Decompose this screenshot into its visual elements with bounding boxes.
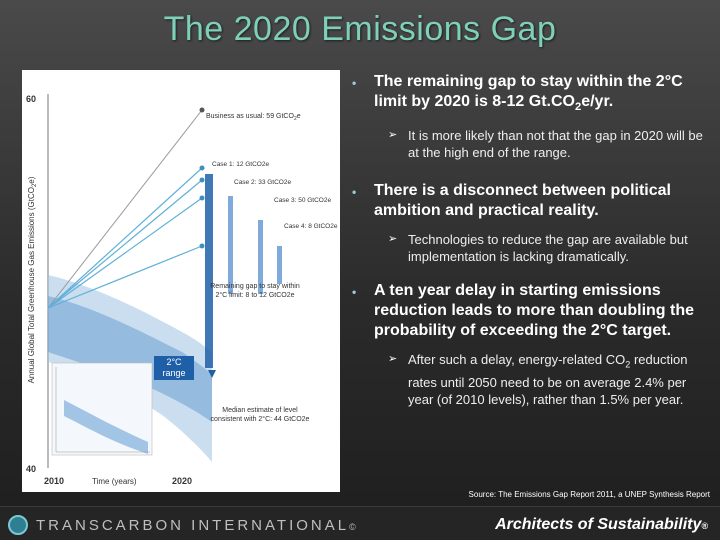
bullet-1-text: The remaining gap to stay within the 2°C… (374, 73, 683, 114)
median-label-box: Median estimate of level consistent with… (210, 407, 310, 423)
bullet-2-text: There is a disconnect between political … (374, 182, 671, 220)
case1-end-point (199, 165, 205, 171)
case1-line (47, 167, 203, 309)
sub-bullet-1: ➢ It is more likely than not that the ga… (352, 127, 714, 161)
y-tick-bottom: 40 (26, 464, 36, 474)
emissions-gap-chart: Annual Global Total Greenhouse Gas Emiss… (22, 70, 340, 492)
gap-label-box: Remaining gap to stay within 2°C limit: … (210, 283, 300, 299)
case4-label: Case 4: 8 GtCO2e (284, 223, 338, 230)
bullet-3: • A ten year delay in starting emissions… (352, 281, 714, 341)
x-axis-label: Time (years) (92, 477, 137, 486)
median-label: Median estimate of level consistent with… (210, 407, 310, 423)
case3-end-point (199, 195, 205, 201)
sub-bullet-3: ➢ After such a delay, energy-related CO2… (352, 351, 714, 408)
range-bar (205, 174, 213, 368)
range-label: 2°C range (154, 356, 194, 380)
case3-label: Case 3: 50 GtCO2e (274, 197, 331, 204)
bullet-dot-icon: • (352, 185, 357, 200)
case2-line (47, 179, 203, 309)
range-label-box: 2°C range (154, 356, 194, 380)
company-name: TRANSCARBON INTERNATIONAL© (36, 517, 359, 534)
slide-title: The 2020 Emissions Gap (163, 10, 557, 48)
case3-gap-bar (228, 196, 233, 294)
case2-label: Case 2: 33 GtCO2e (234, 179, 291, 186)
case4-end-point (199, 243, 205, 249)
arrow-bullet-icon: ➢ (388, 129, 398, 142)
sub-bullet-3-text: After such a delay, energy-related CO2 r… (408, 352, 688, 407)
bullet-list: • The remaining gap to stay within the 2… (352, 72, 714, 408)
footer-bar: TRANSCARBON INTERNATIONAL© Architects of… (0, 506, 720, 540)
case2-end-point (199, 177, 205, 183)
range-band-inner (48, 296, 212, 422)
tagline: Architects of Sustainability® (495, 516, 708, 533)
remaining-gap-bar (277, 246, 282, 284)
bau-label: Business as usual: 59 GtCO2e (206, 113, 301, 122)
bau-end-point (199, 107, 205, 113)
inset-band (64, 400, 148, 454)
y-axis-label: Annual Global Total Greenhouse Gas Emiss… (27, 176, 38, 383)
gap-label: Remaining gap to stay within 2°C limit: … (210, 283, 300, 299)
range-arrow-head (208, 370, 216, 378)
x-tick-start: 2010 (44, 476, 64, 486)
sub-bullet-2-text: Technologies to reduce the gap are avail… (408, 232, 688, 265)
case1-label: Case 1: 12 GtCO2e (212, 161, 269, 168)
x-tick-end: 2020 (172, 476, 192, 486)
bullet-3-text: A ten year delay in starting emissions r… (374, 282, 695, 340)
sub-bullet-2: ➢ Technologies to reduce the gap are ava… (352, 231, 714, 265)
bullet-dot-icon: • (352, 76, 357, 90)
sub-bullet-1-text: It is more likely than not that the gap … (408, 128, 703, 161)
source-note: Source: The Emissions Gap Report 2011, a… (468, 490, 710, 499)
case4-gap-bar (258, 220, 263, 294)
case3-label-text: Case 3: 50 GtCO2e (274, 197, 331, 204)
bullet-2: • There is a disconnect between politica… (352, 181, 714, 221)
arrow-bullet-icon: ➢ (388, 233, 398, 246)
chart-svg: Annual Global Total Greenhouse Gas Emiss… (26, 94, 338, 486)
case3-line (47, 197, 203, 309)
globe-logo-icon (8, 515, 28, 535)
y-tick-top: 60 (26, 94, 36, 104)
bullet-dot-icon: • (352, 285, 357, 300)
arrow-bullet-icon: ➢ (388, 353, 398, 366)
bau-line (47, 109, 203, 309)
bullet-1: • The remaining gap to stay within the 2… (352, 72, 714, 117)
case4-line (47, 245, 203, 309)
